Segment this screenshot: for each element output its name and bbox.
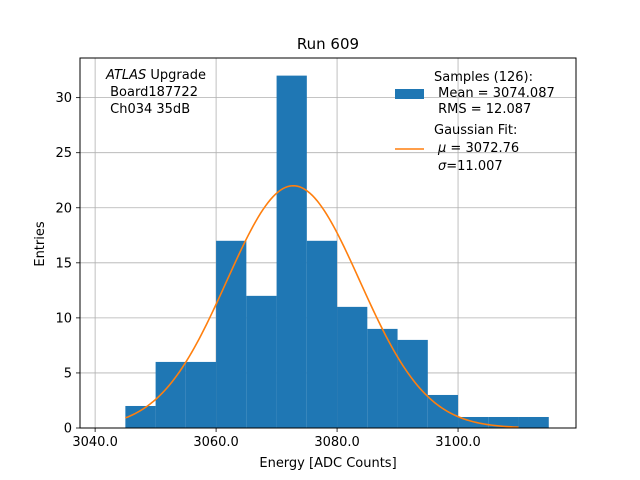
annotation-line-1: ATLAS Upgrade (105, 68, 206, 83)
histogram-bar (276, 75, 307, 428)
histogram-bar (216, 240, 247, 428)
plot-frame (79, 57, 577, 429)
histogram-bar (397, 339, 428, 428)
legend-samples-label: Samples (126): (434, 70, 533, 85)
y-tick-label: 5 (64, 366, 72, 381)
x-axis-label: Energy [ADC Counts] (259, 456, 396, 471)
x-tick-label: 3080.0 (314, 435, 360, 450)
mu-value: = 3072.76 (446, 141, 519, 156)
y-tick-label: 25 (55, 146, 72, 161)
y-tick-label: 30 (55, 91, 72, 106)
legend-fit-mu: μ = 3072.76 (437, 141, 519, 156)
y-tick-label: 0 (64, 422, 72, 437)
x-tick-label: 3100.0 (435, 435, 481, 450)
legend-fit-sigma: σ=11.007 (438, 159, 503, 174)
upgrade-label: Upgrade (146, 68, 206, 83)
y-tick-label: 10 (55, 311, 72, 326)
y-axis-label: Entries (33, 221, 48, 267)
histogram-bars (125, 75, 549, 428)
legend-samples-swatch (395, 89, 424, 99)
mu-symbol: μ (437, 141, 446, 156)
histogram-bar (125, 405, 156, 428)
y-tick-label: 15 (55, 256, 72, 271)
histogram-bar (488, 416, 519, 428)
x-tick-label: 3040.0 (72, 435, 118, 450)
axis-ticks: 3040.0 3060.0 3080.0 3100.0 0 5 10 15 20 25 30 (55, 91, 480, 450)
annotation-line-2: Board187722 (106, 85, 198, 100)
histogram-bar (337, 306, 368, 428)
gaussian-fit (125, 184, 519, 429)
atlas-label: ATLAS (105, 68, 146, 83)
histogram-bar (367, 328, 398, 428)
histogram-bar (306, 240, 338, 428)
gaussian-fit-curve (125, 184, 519, 429)
legend-samples-rms: RMS = 12.087 (434, 102, 531, 117)
annotation-line-3: Ch034 35dB (106, 102, 190, 117)
histogram-bar (185, 361, 217, 428)
sigma-value: =11.007 (446, 159, 502, 174)
legend-fit-label: Gaussian Fit: (434, 123, 517, 138)
legend: Samples (126): Mean = 3074.087 RMS = 12.… (395, 70, 555, 174)
histogram-bar (246, 295, 277, 428)
info-annotation: ATLAS Upgrade Board187722 Ch034 35dB (105, 68, 206, 117)
y-tick-label: 20 (55, 201, 72, 216)
x-tick-label: 3060.0 (193, 435, 239, 450)
chart-title: Run 609 (297, 35, 359, 53)
legend-samples-mean: Mean = 3074.087 (434, 86, 555, 101)
sigma-symbol: σ (438, 159, 447, 174)
histogram-bar (518, 416, 549, 428)
